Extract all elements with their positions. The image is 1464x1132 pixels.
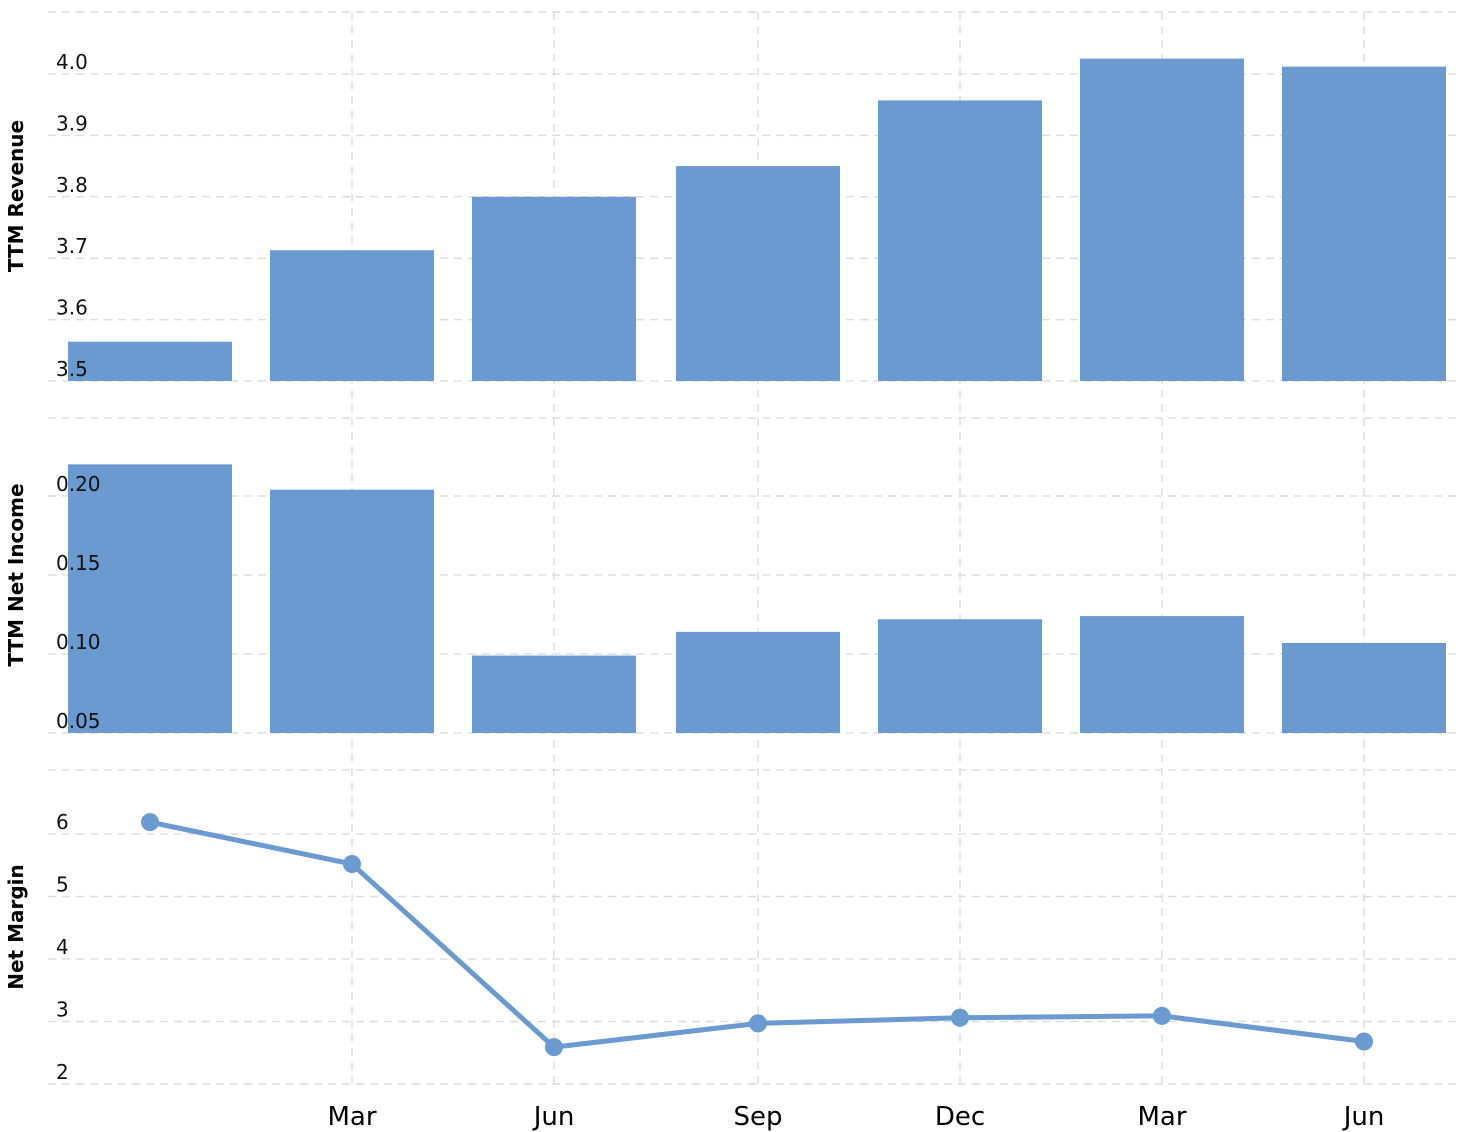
revenue-ytick-label-4: 3.9 [56, 111, 88, 135]
net-margin-ytick-label-4: 6 [56, 810, 69, 834]
net-income-bar-0 [68, 464, 232, 733]
net-margin-point-6 [1355, 1032, 1373, 1051]
net-income-bar-3 [676, 631, 840, 733]
net-margin-point-3 [749, 1014, 767, 1033]
labels-layer: 3.5 3.6 3.7 3.8 3.9 4.0 TTM Revenue 0.05 0.10 0.1… [4, 50, 1384, 1132]
revenue-bar-5 [1080, 58, 1244, 382]
x-tick-label-5: Mar [1137, 1102, 1186, 1132]
net-margin-ytick-label-1: 3 [56, 998, 69, 1022]
revenue-bar-1 [270, 250, 434, 381]
revenue-bar-4 [878, 100, 1042, 381]
revenue-bar-0 [68, 341, 232, 381]
net-margin-point-0 [141, 813, 159, 832]
net-margin-line [149, 819, 1365, 1050]
line-layer [141, 813, 1373, 1057]
net-margin-ytick-label-3: 5 [56, 873, 69, 897]
net-margin-point-2 [545, 1038, 563, 1057]
x-tick-label-3: Sep [733, 1102, 782, 1132]
net-margin-ytick-label-2: 4 [56, 935, 69, 959]
revenue-ytick-label-3: 3.8 [56, 173, 88, 197]
x-tick-label-2: Jun [532, 1102, 575, 1132]
revenue-ytick-label-5: 4.0 [56, 50, 88, 74]
net-income-bar-4 [878, 619, 1042, 733]
net-income-bar-2 [472, 655, 636, 733]
net-income-ytick-label-0: 0.05 [56, 709, 101, 733]
net-income-ytick-label-1: 0.10 [56, 630, 101, 654]
x-tick-label-4: Dec [935, 1102, 985, 1132]
net-income-bar-1 [270, 489, 434, 733]
x-tick-label-6: Jun [1342, 1102, 1385, 1132]
net-margin-point-4 [951, 1008, 969, 1027]
revenue-ytick-label-0: 3.5 [56, 357, 88, 381]
revenue-axis-title: TTM Revenue [4, 120, 28, 272]
x-tick-label-1: Mar [327, 1102, 376, 1132]
net-margin-axis-title: Net Margin [4, 864, 28, 990]
net-margin-point-1 [343, 855, 361, 873]
net-margin-point-5 [1153, 1006, 1171, 1025]
bars-layer [68, 58, 1446, 733]
net-income-ytick-label-3: 0.20 [56, 472, 101, 496]
net-income-bar-6 [1282, 642, 1446, 733]
revenue-ytick-label-1: 3.6 [56, 296, 88, 320]
net-margin-ytick-label-0: 2 [56, 1060, 69, 1084]
net-income-axis-title: TTM Net Income [4, 483, 28, 666]
net-income-bar-5 [1080, 616, 1244, 733]
revenue-bar-6 [1282, 66, 1446, 381]
revenue-bar-2 [472, 196, 636, 381]
revenue-bar-3 [676, 166, 840, 381]
revenue-ytick-label-2: 3.7 [56, 234, 88, 258]
net-income-ytick-label-2: 0.15 [56, 551, 101, 575]
